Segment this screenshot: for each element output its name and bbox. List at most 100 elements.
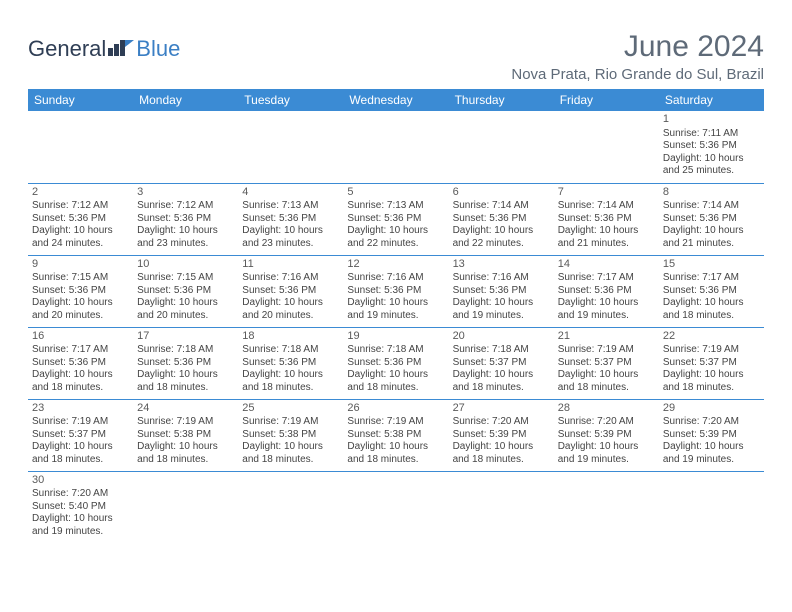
sunrise-line: Sunrise: 7:18 AM (347, 344, 444, 357)
day-number: 7 (558, 186, 655, 200)
dow-thursday: Thursday (449, 89, 554, 111)
sunset-line: Sunset: 5:36 PM (663, 140, 760, 153)
brand-part1: General (28, 36, 106, 62)
calendar-cell: 4Sunrise: 7:13 AMSunset: 5:36 PMDaylight… (238, 183, 343, 255)
dow-saturday: Saturday (659, 89, 764, 111)
calendar-cell (449, 471, 554, 543)
day-number: 11 (242, 258, 339, 272)
sunset-line: Sunset: 5:38 PM (137, 429, 234, 442)
day-number: 2 (32, 186, 129, 200)
daylight-line: Daylight: 10 hours and 18 minutes. (347, 441, 444, 466)
dow-wednesday: Wednesday (343, 89, 448, 111)
sunset-line: Sunset: 5:36 PM (242, 357, 339, 370)
sunrise-line: Sunrise: 7:17 AM (558, 272, 655, 285)
sunrise-line: Sunrise: 7:14 AM (663, 200, 760, 213)
sunset-line: Sunset: 5:39 PM (663, 429, 760, 442)
calendar-cell: 22Sunrise: 7:19 AMSunset: 5:37 PMDayligh… (659, 327, 764, 399)
daylight-line: Daylight: 10 hours and 18 minutes. (663, 369, 760, 394)
sunrise-line: Sunrise: 7:14 AM (453, 200, 550, 213)
location-text: Nova Prata, Rio Grande do Sul, Brazil (511, 66, 764, 83)
calendar-cell: 2Sunrise: 7:12 AMSunset: 5:36 PMDaylight… (28, 183, 133, 255)
daylight-line: Daylight: 10 hours and 20 minutes. (32, 297, 129, 322)
calendar-row: 2Sunrise: 7:12 AMSunset: 5:36 PMDaylight… (28, 183, 764, 255)
day-number: 17 (137, 330, 234, 344)
day-number: 1 (663, 113, 760, 127)
sunset-line: Sunset: 5:36 PM (137, 213, 234, 226)
sunset-line: Sunset: 5:36 PM (347, 213, 444, 226)
daylight-line: Daylight: 10 hours and 18 minutes. (32, 441, 129, 466)
sunrise-line: Sunrise: 7:19 AM (137, 416, 234, 429)
day-number: 4 (242, 186, 339, 200)
sunrise-line: Sunrise: 7:17 AM (663, 272, 760, 285)
calendar-row: 30Sunrise: 7:20 AMSunset: 5:40 PMDayligh… (28, 471, 764, 543)
day-number: 30 (32, 474, 129, 488)
calendar-cell (343, 471, 448, 543)
calendar-cell (449, 111, 554, 183)
sunset-line: Sunset: 5:36 PM (558, 285, 655, 298)
calendar-cell: 3Sunrise: 7:12 AMSunset: 5:36 PMDaylight… (133, 183, 238, 255)
sunset-line: Sunset: 5:38 PM (242, 429, 339, 442)
calendar-row: 16Sunrise: 7:17 AMSunset: 5:36 PMDayligh… (28, 327, 764, 399)
dow-friday: Friday (554, 89, 659, 111)
daylight-line: Daylight: 10 hours and 18 minutes. (347, 369, 444, 394)
sunrise-line: Sunrise: 7:19 AM (558, 344, 655, 357)
calendar-cell: 6Sunrise: 7:14 AMSunset: 5:36 PMDaylight… (449, 183, 554, 255)
day-number: 10 (137, 258, 234, 272)
sunrise-line: Sunrise: 7:11 AM (663, 128, 760, 141)
daylight-line: Daylight: 10 hours and 18 minutes. (453, 369, 550, 394)
daylight-line: Daylight: 10 hours and 19 minutes. (558, 441, 655, 466)
day-number: 19 (347, 330, 444, 344)
calendar-cell: 16Sunrise: 7:17 AMSunset: 5:36 PMDayligh… (28, 327, 133, 399)
sunrise-line: Sunrise: 7:14 AM (558, 200, 655, 213)
sunrise-line: Sunrise: 7:17 AM (32, 344, 129, 357)
calendar-cell (133, 471, 238, 543)
sunset-line: Sunset: 5:38 PM (347, 429, 444, 442)
daylight-line: Daylight: 10 hours and 18 minutes. (32, 369, 129, 394)
day-number: 9 (32, 258, 129, 272)
day-number: 28 (558, 402, 655, 416)
calendar-cell (554, 111, 659, 183)
calendar-cell: 12Sunrise: 7:16 AMSunset: 5:36 PMDayligh… (343, 255, 448, 327)
sunrise-line: Sunrise: 7:19 AM (347, 416, 444, 429)
calendar-cell: 17Sunrise: 7:18 AMSunset: 5:36 PMDayligh… (133, 327, 238, 399)
sunset-line: Sunset: 5:36 PM (663, 285, 760, 298)
chart-bars-icon (108, 36, 134, 62)
sunset-line: Sunset: 5:36 PM (137, 357, 234, 370)
day-number: 5 (347, 186, 444, 200)
daylight-line: Daylight: 10 hours and 25 minutes. (663, 153, 760, 178)
calendar-cell: 23Sunrise: 7:19 AMSunset: 5:37 PMDayligh… (28, 399, 133, 471)
daylight-line: Daylight: 10 hours and 23 minutes. (137, 225, 234, 250)
calendar-cell: 21Sunrise: 7:19 AMSunset: 5:37 PMDayligh… (554, 327, 659, 399)
calendar-cell (238, 471, 343, 543)
day-number: 27 (453, 402, 550, 416)
calendar-cell (238, 111, 343, 183)
sunrise-line: Sunrise: 7:19 AM (32, 416, 129, 429)
sunset-line: Sunset: 5:36 PM (347, 285, 444, 298)
daylight-line: Daylight: 10 hours and 23 minutes. (242, 225, 339, 250)
calendar-cell: 8Sunrise: 7:14 AMSunset: 5:36 PMDaylight… (659, 183, 764, 255)
calendar-cell: 28Sunrise: 7:20 AMSunset: 5:39 PMDayligh… (554, 399, 659, 471)
day-of-week-row: Sunday Monday Tuesday Wednesday Thursday… (28, 89, 764, 111)
sunrise-line: Sunrise: 7:18 AM (137, 344, 234, 357)
calendar-cell: 5Sunrise: 7:13 AMSunset: 5:36 PMDaylight… (343, 183, 448, 255)
calendar-cell: 30Sunrise: 7:20 AMSunset: 5:40 PMDayligh… (28, 471, 133, 543)
daylight-line: Daylight: 10 hours and 22 minutes. (347, 225, 444, 250)
day-number: 16 (32, 330, 129, 344)
sunrise-line: Sunrise: 7:20 AM (453, 416, 550, 429)
sunrise-line: Sunrise: 7:20 AM (663, 416, 760, 429)
calendar-cell (659, 471, 764, 543)
month-title: June 2024 (511, 30, 764, 64)
day-number: 18 (242, 330, 339, 344)
calendar-cell: 15Sunrise: 7:17 AMSunset: 5:36 PMDayligh… (659, 255, 764, 327)
calendar-body: 1Sunrise: 7:11 AMSunset: 5:36 PMDaylight… (28, 111, 764, 543)
sunset-line: Sunset: 5:36 PM (347, 357, 444, 370)
sunset-line: Sunset: 5:39 PM (453, 429, 550, 442)
brand-logo: General Blue (28, 36, 180, 62)
daylight-line: Daylight: 10 hours and 19 minutes. (347, 297, 444, 322)
sunset-line: Sunset: 5:36 PM (242, 213, 339, 226)
daylight-line: Daylight: 10 hours and 21 minutes. (663, 225, 760, 250)
calendar-cell: 7Sunrise: 7:14 AMSunset: 5:36 PMDaylight… (554, 183, 659, 255)
calendar-cell: 26Sunrise: 7:19 AMSunset: 5:38 PMDayligh… (343, 399, 448, 471)
calendar-row: 9Sunrise: 7:15 AMSunset: 5:36 PMDaylight… (28, 255, 764, 327)
sunrise-line: Sunrise: 7:16 AM (242, 272, 339, 285)
